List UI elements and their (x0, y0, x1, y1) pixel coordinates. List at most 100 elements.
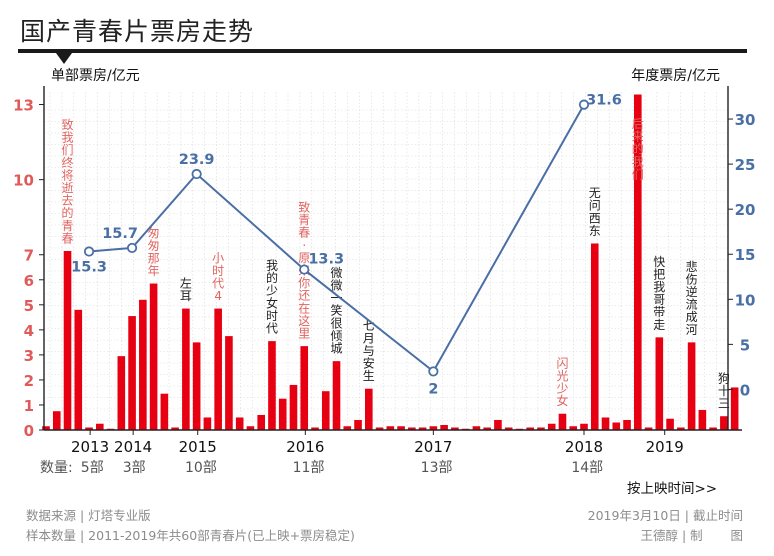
bar (171, 427, 179, 430)
line-point (83, 246, 95, 257)
movie-label: 无问西东 (589, 186, 601, 238)
bar (365, 388, 373, 430)
right-axis-title: 年度票房/亿元 (631, 68, 720, 84)
bar (375, 427, 384, 430)
bar (332, 361, 341, 430)
bar (709, 427, 717, 430)
bar (63, 250, 72, 430)
bar (472, 426, 481, 430)
bar (408, 427, 416, 430)
bar (160, 393, 169, 430)
x-tick-label: 2017 (414, 438, 452, 456)
bar (623, 419, 631, 430)
bar (612, 422, 621, 430)
data-label: 15.7 (102, 226, 138, 242)
bar (494, 419, 502, 430)
movie-label: 快把我哥带走 (653, 255, 665, 332)
annual-line (88, 104, 585, 373)
movie-label: 七月与安生 (363, 319, 375, 383)
movie-label: 我的少女时代 (266, 259, 278, 336)
bar (203, 417, 212, 430)
bar (451, 427, 459, 430)
annual-line-series: 15.3 15.7 23.9 13.3 2 31.6 (71, 93, 622, 398)
bar (720, 416, 728, 430)
bar (730, 387, 739, 430)
left-tick-label: 6 (24, 272, 34, 290)
bar (569, 426, 578, 430)
bar (149, 283, 158, 430)
bar (418, 427, 427, 430)
x-tick-label: 2013 (71, 438, 109, 456)
left-tick-label: 10 (13, 172, 34, 190)
x-tick-label: 2019 (646, 438, 684, 456)
left-tick-label: 1 (24, 397, 34, 415)
movie-label: 匆匆那年 (148, 226, 160, 278)
x-tick-label: 2014 (114, 438, 152, 456)
line-point (578, 99, 590, 110)
bar (246, 426, 255, 430)
bar (504, 427, 513, 430)
right-tick-label: 0 (740, 381, 750, 399)
bar (601, 417, 610, 430)
movie-label: 狗十三 (718, 371, 730, 410)
left-tick-label: 2 (24, 372, 34, 390)
count-label: 14部 (571, 460, 603, 476)
footer-sample: 样本数量 | 2011-2019年共60部青春片(已上映+票房稳定) (26, 528, 355, 543)
x-tick-label: 2016 (286, 438, 324, 456)
bar (343, 426, 352, 430)
line-point (126, 242, 138, 254)
bar (192, 342, 201, 430)
left-tick-label: 4 (24, 322, 34, 340)
footer-author: 王德醇 | 制 图 (640, 528, 743, 543)
bar (278, 398, 287, 430)
movie-label: 后来的我们 (632, 117, 644, 181)
bar (590, 243, 599, 430)
movie-label: 致我们终将逝去的青春 (62, 118, 74, 245)
bar (397, 426, 405, 430)
bar (429, 426, 438, 430)
bar (698, 409, 707, 430)
bar (311, 427, 319, 430)
bar (687, 342, 696, 430)
bar (558, 413, 567, 430)
bar (655, 337, 664, 430)
line-point (428, 366, 439, 377)
movie-labels: 致我们终将逝去的青春匆匆那年左耳小时代4我的少女时代致青春·原来你还在这里微微一… (62, 117, 730, 411)
bar (268, 341, 276, 430)
count-label: 10部 (185, 460, 217, 476)
count-label: 5部 (81, 460, 104, 476)
line-point (191, 168, 202, 180)
bar (677, 427, 685, 430)
title-notch-arrow (56, 53, 72, 64)
count-label: 3部 (123, 460, 146, 476)
right-tick-label: 20 (735, 201, 756, 219)
count-label: 13部 (421, 460, 453, 476)
left-tick-label: 0 (24, 422, 34, 440)
bar (483, 427, 491, 430)
x-tick-label: 2015 (179, 438, 217, 456)
title-underline (18, 49, 747, 53)
movie-label: 小时代 4 (212, 251, 224, 303)
bar (85, 427, 93, 430)
bar (644, 427, 653, 430)
bar (580, 423, 588, 430)
x-axis-title: 按上映时间>> (627, 481, 717, 497)
bar (321, 391, 330, 430)
bar (42, 426, 50, 430)
bar (440, 424, 448, 430)
bar (74, 309, 83, 430)
left-tick-label: 5 (24, 297, 34, 315)
movie-label: 左耳 (180, 275, 192, 303)
bar (128, 316, 136, 430)
bar (354, 419, 362, 430)
bar (52, 411, 61, 430)
bar (139, 299, 147, 430)
data-label: 15.3 (71, 260, 107, 276)
right-tick-label: 10 (735, 291, 756, 309)
bar (634, 94, 642, 431)
bar (235, 417, 244, 430)
axes: 0 1 2 3 4 5 6 7 10 13 0 5 10 15 20 25 30 2013 2014 2015 2016… (13, 86, 755, 476)
bar (225, 336, 233, 430)
bar (257, 414, 265, 430)
